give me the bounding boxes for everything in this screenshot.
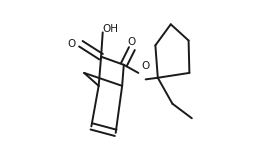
Text: O: O [128,37,136,47]
Text: O: O [142,61,150,71]
Text: O: O [68,39,76,49]
Text: OH: OH [102,24,118,34]
